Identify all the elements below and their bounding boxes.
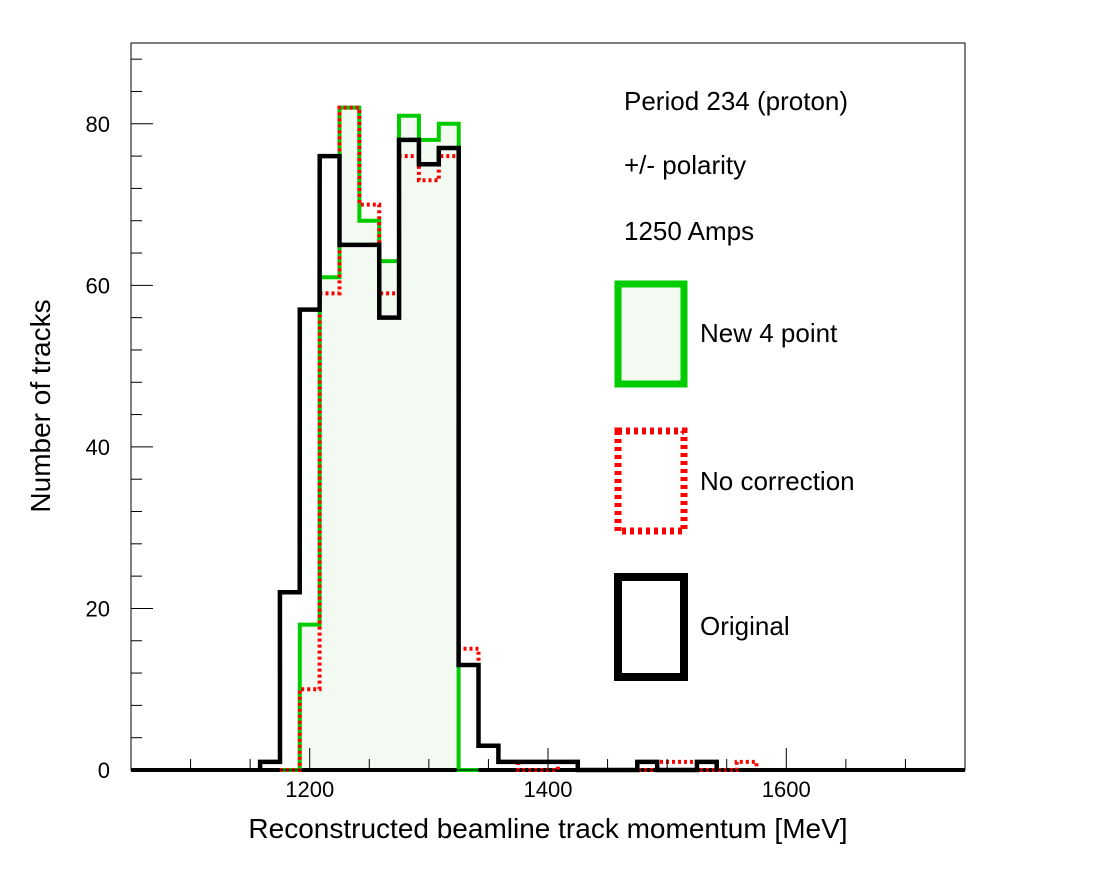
series-layer [131,105,965,773]
legend-swatch-no-correction [614,427,688,535]
y-tick-label: 80 [86,112,110,137]
series-line-original [257,137,719,773]
y-axis-label: Number of tracks [25,299,56,512]
y-tick-label: 60 [86,273,110,298]
annotation-period: Period 234 (proton) [624,86,848,116]
bin-original-1 [280,592,300,770]
x-tick-label: 1400 [524,777,573,802]
x-axis-label: Reconstructed beamline track momentum [M… [248,813,847,844]
annotation-polarity: +/- polarity [624,150,746,180]
bin-original-10 [459,665,479,770]
fill-layer [279,107,479,771]
y-tick-label: 20 [86,596,110,621]
legend-label-original: Original [700,611,790,641]
x-tick-label: 1600 [762,777,811,802]
legend-label-no-correction: No correction [700,466,855,496]
axes-layer: 1200 1400 1600 0 20 40 60 80 [86,58,906,802]
legend-label-new-4-point: New 4 point [700,318,838,348]
plot-frame [130,42,966,771]
y-tick-label: 0 [98,758,110,783]
series-fill-new-4-point [279,107,479,771]
y-tick-label: 40 [86,435,110,460]
legend-swatch-new-4-point [614,280,688,388]
annotation-current: 1250 Amps [624,216,754,246]
legend-swatch-original [614,573,688,681]
x-tick-label: 1200 [285,777,334,802]
annotations-layer: Period 234 (proton) +/- polarity 1250 Am… [624,86,848,246]
legend: New 4 point No correction Original [614,280,855,681]
